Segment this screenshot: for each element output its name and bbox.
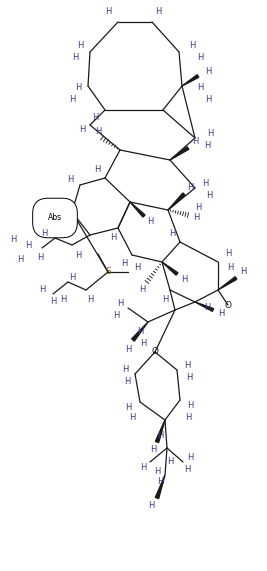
Text: H: H: [50, 297, 56, 307]
Text: H: H: [77, 41, 83, 50]
Polygon shape: [170, 147, 189, 160]
Text: H: H: [113, 312, 119, 320]
Text: H: H: [185, 413, 191, 423]
Text: H: H: [186, 373, 192, 383]
Text: H: H: [206, 191, 212, 200]
Text: H: H: [95, 127, 101, 136]
Text: H: H: [204, 142, 210, 151]
Text: H: H: [150, 445, 156, 455]
Text: H: H: [70, 272, 76, 282]
Text: H: H: [197, 83, 203, 93]
Text: Abs: Abs: [48, 214, 62, 223]
Text: H: H: [92, 114, 98, 123]
Text: H: H: [187, 183, 193, 192]
Text: S: S: [105, 267, 111, 276]
Text: H: H: [105, 7, 111, 17]
Text: H: H: [129, 412, 135, 421]
Polygon shape: [155, 420, 165, 443]
Text: H: H: [192, 138, 198, 147]
Polygon shape: [162, 262, 178, 275]
Text: H: H: [193, 214, 199, 223]
Text: H: H: [181, 275, 187, 284]
Text: H: H: [40, 286, 46, 295]
Text: H: H: [122, 364, 128, 373]
Text: H: H: [169, 230, 175, 239]
Text: H: H: [75, 83, 81, 93]
Polygon shape: [182, 75, 199, 86]
Text: H: H: [139, 286, 145, 295]
Text: H: H: [184, 360, 190, 369]
Text: H: H: [72, 54, 78, 62]
Text: H: H: [17, 255, 23, 264]
Text: H: H: [187, 400, 193, 409]
Text: H: H: [197, 54, 203, 62]
Text: H: H: [162, 296, 168, 304]
Text: H: H: [10, 235, 16, 244]
Text: H: H: [202, 179, 208, 187]
Text: H: H: [140, 340, 146, 348]
Text: H: H: [67, 175, 73, 184]
Text: H: H: [205, 95, 211, 104]
Text: O: O: [151, 348, 159, 356]
Text: H: H: [184, 465, 190, 475]
Text: H: H: [140, 464, 146, 472]
Text: H: H: [225, 250, 231, 259]
Polygon shape: [130, 202, 145, 217]
Text: H: H: [37, 254, 43, 263]
Text: H: H: [124, 377, 130, 387]
Text: H: H: [167, 457, 173, 467]
Text: H: H: [125, 345, 131, 355]
Text: H: H: [75, 251, 81, 259]
Text: H: H: [60, 296, 66, 304]
Text: H: H: [227, 263, 233, 271]
Text: H: H: [204, 303, 210, 312]
Text: H: H: [87, 296, 93, 304]
Text: H: H: [42, 228, 48, 238]
Text: H: H: [187, 453, 193, 463]
Text: H: H: [94, 166, 100, 175]
Text: H: H: [240, 267, 246, 276]
Text: H: H: [147, 218, 153, 227]
Text: H: H: [125, 403, 131, 412]
Text: H: H: [207, 128, 213, 138]
Text: H: H: [195, 203, 201, 212]
Text: H: H: [134, 263, 140, 271]
Text: H: H: [218, 309, 224, 319]
Text: H: H: [154, 468, 160, 477]
Text: H: H: [155, 7, 161, 17]
Text: H: H: [69, 95, 75, 104]
Text: H: H: [205, 67, 211, 77]
Text: H: H: [157, 431, 163, 440]
Text: H: H: [157, 477, 163, 486]
Polygon shape: [168, 193, 185, 210]
Text: H: H: [148, 501, 154, 509]
Text: H: H: [189, 41, 195, 50]
Polygon shape: [195, 302, 214, 311]
Polygon shape: [132, 322, 148, 341]
Text: H: H: [79, 126, 85, 135]
Polygon shape: [155, 475, 165, 498]
Polygon shape: [218, 277, 237, 290]
Text: H: H: [26, 240, 32, 250]
Text: H: H: [110, 234, 116, 243]
Text: H: H: [121, 259, 127, 267]
Text: H: H: [117, 299, 123, 308]
Text: O: O: [225, 300, 231, 309]
Text: H: H: [137, 328, 143, 336]
